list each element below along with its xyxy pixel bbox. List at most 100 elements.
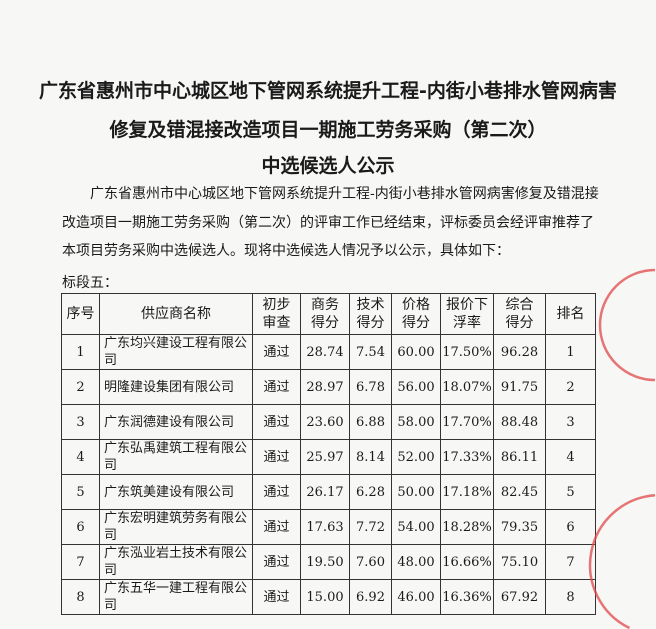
row-index: 7 <box>61 544 100 580</box>
table-row: 2 明隆建设集团有限公司 通过 28.97 6.78 56.00 18.07% 91.75 2 <box>61 369 596 405</box>
column-header-label: 排名 <box>556 306 585 322</box>
preliminary-review: 通过 <box>252 509 301 545</box>
technical-score: 7.60 <box>349 544 392 580</box>
discount-rate: 16.36% <box>440 579 494 615</box>
price-score: 56.00 <box>391 369 441 405</box>
business-score: 15.00 <box>300 579 350 615</box>
preliminary-review: 通过 <box>252 404 301 440</box>
preliminary-review: 通过 <box>252 369 301 405</box>
total-score: 75.10 <box>493 544 546 580</box>
technical-score: 7.72 <box>349 509 392 545</box>
column-header-label: 价格得分 <box>401 297 430 331</box>
column-header-label: 序号 <box>66 306 95 322</box>
red-seal-stamp <box>598 268 656 382</box>
business-score: 19.50 <box>300 544 350 580</box>
row-index: 4 <box>61 439 100 475</box>
column-header: 初步审查 <box>252 293 301 335</box>
supplier-name: 广东五华一建工程有限公司 <box>99 579 253 615</box>
preliminary-review: 通过 <box>252 334 301 370</box>
row-index: 6 <box>61 509 100 545</box>
column-header: 排名 <box>545 293 596 335</box>
row-index: 5 <box>61 474 100 510</box>
column-header-label: 商务得分 <box>310 297 339 331</box>
preliminary-review: 通过 <box>252 474 301 510</box>
total-score: 82.45 <box>493 474 546 510</box>
total-score: 67.92 <box>493 579 546 615</box>
price-score: 52.00 <box>391 439 441 475</box>
technical-score: 6.88 <box>349 404 392 440</box>
row-index: 3 <box>61 404 100 440</box>
discount-rate: 17.50% <box>440 334 494 370</box>
row-index: 2 <box>61 369 100 405</box>
candidates-table: 序号 供应商名称 初步审查 商务得分 技术得分 价格得分 报价下浮率 综合得分 排名 1 广东均兴… <box>61 293 596 615</box>
discount-rate: 18.28% <box>440 509 494 545</box>
row-index: 8 <box>61 579 100 615</box>
column-header: 商务得分 <box>300 293 350 335</box>
preliminary-review: 通过 <box>252 439 301 475</box>
column-header: 供应商名称 <box>99 293 253 335</box>
business-score: 25.97 <box>300 439 350 475</box>
total-score: 91.75 <box>493 369 546 405</box>
supplier-name: 广东弘禹建筑工程有限公司 <box>99 439 253 475</box>
discount-rate: 17.33% <box>440 439 494 475</box>
price-score: 54.00 <box>391 509 441 545</box>
column-header-label: 技术得分 <box>356 297 385 331</box>
business-score: 26.17 <box>300 474 350 510</box>
supplier-name: 广东宏明建筑劳务有限公司 <box>99 509 253 545</box>
supplier-name: 广东筑美建设有限公司 <box>99 474 253 510</box>
technical-score: 8.14 <box>349 439 392 475</box>
discount-rate: 16.66% <box>440 544 494 580</box>
supplier-name: 广东泓业岩土技术有限公司 <box>99 544 253 580</box>
discount-rate: 17.70% <box>440 404 494 440</box>
rank: 3 <box>545 404 596 440</box>
table-row: 1 广东均兴建设工程有限公司 通过 28.74 7.54 60.00 17.50% 96.28… <box>61 334 596 370</box>
total-score: 86.11 <box>493 439 546 475</box>
red-seal-stamp <box>588 493 656 629</box>
price-score: 48.00 <box>391 544 441 580</box>
rank: 8 <box>545 579 596 615</box>
column-header-label: 初步审查 <box>262 297 291 331</box>
discount-rate: 18.07% <box>440 369 494 405</box>
table-row: 4 广东弘禹建筑工程有限公司 通过 25.97 8.14 52.00 17.33% 86.11… <box>61 439 596 475</box>
rank: 7 <box>545 544 596 580</box>
doc-title-line-3: 中选候选人公示 <box>261 155 395 177</box>
preliminary-review: 通过 <box>252 544 301 580</box>
price-score: 50.00 <box>391 474 441 510</box>
discount-rate: 17.18% <box>440 474 494 510</box>
table-header-row: 序号 供应商名称 初步审查 商务得分 技术得分 价格得分 报价下浮率 综合得分 排名 <box>61 293 596 335</box>
doc-title-line-1: 广东省惠州市中心城区地下管网系统提升工程-内街小巷排水管网病害 <box>39 80 617 102</box>
table-row: 7 广东泓业岩土技术有限公司 通过 19.50 7.60 48.00 16.66% 75.10… <box>61 544 596 580</box>
price-score: 60.00 <box>391 334 441 370</box>
column-header: 报价下浮率 <box>440 293 494 335</box>
column-header-label: 供应商名称 <box>141 306 211 322</box>
business-score: 28.74 <box>300 334 350 370</box>
business-score: 17.63 <box>300 509 350 545</box>
column-header: 综合得分 <box>493 293 546 335</box>
supplier-name: 明隆建设集团有限公司 <box>99 369 253 405</box>
row-index: 1 <box>61 334 100 370</box>
rank: 5 <box>545 474 596 510</box>
price-score: 58.00 <box>391 404 441 440</box>
rank: 1 <box>545 334 596 370</box>
doc-title-line-2: 修复及错混接改造项目一期施工劳务采购（第二次） <box>109 119 547 141</box>
technical-score: 7.54 <box>349 334 392 370</box>
rank: 6 <box>545 509 596 545</box>
business-score: 28.97 <box>300 369 350 405</box>
technical-score: 6.78 <box>349 369 392 405</box>
technical-score: 6.28 <box>349 474 392 510</box>
total-score: 96.28 <box>493 334 546 370</box>
column-header: 序号 <box>61 293 100 335</box>
rank: 2 <box>545 369 596 405</box>
intro-paragraph: 广东省惠州市中心城区地下管网系统提升工程-内街小巷排水管网病害修复及错混接改造项… <box>62 186 599 259</box>
business-score: 23.60 <box>300 404 350 440</box>
column-header: 价格得分 <box>391 293 441 335</box>
supplier-name: 广东润德建设有限公司 <box>99 404 253 440</box>
table-row: 8 广东五华一建工程有限公司 通过 15.00 6.92 46.00 16.36% 67.92… <box>61 579 596 615</box>
rank: 4 <box>545 439 596 475</box>
table-row: 3 广东润德建设有限公司 通过 23.60 6.88 58.00 17.70% 88.48 3 <box>61 404 596 440</box>
total-score: 88.48 <box>493 404 546 440</box>
price-score: 46.00 <box>391 579 441 615</box>
technical-score: 6.92 <box>349 579 392 615</box>
table-row: 6 广东宏明建筑劳务有限公司 通过 17.63 7.72 54.00 18.28% 79.35… <box>61 509 596 545</box>
table-row: 5 广东筑美建设有限公司 通过 26.17 6.28 50.00 17.18% 82.45 5 <box>61 474 596 510</box>
